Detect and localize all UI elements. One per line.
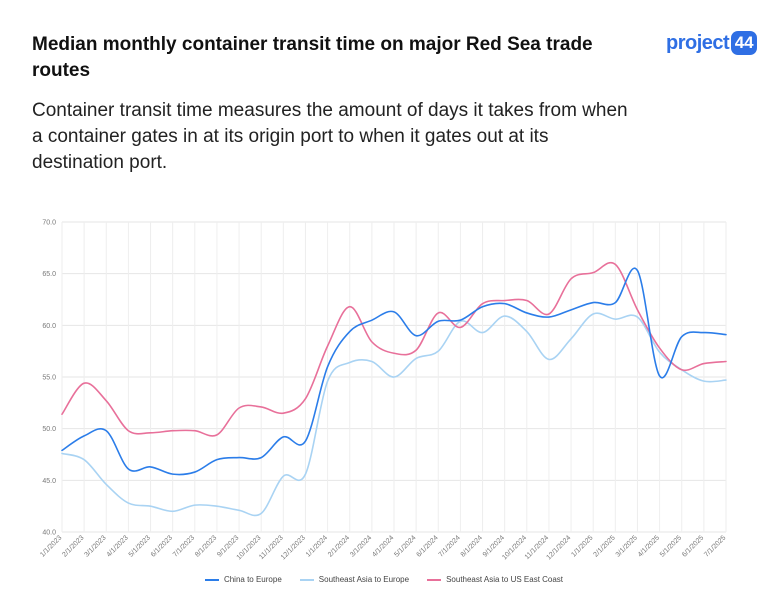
legend-item-china-to-europe: China to Europe <box>204 575 282 584</box>
x-tick-label: 3/1/2025 <box>615 534 639 558</box>
x-tick-label: 1/1/2024 <box>305 534 329 558</box>
legend-swatch <box>204 578 219 581</box>
x-tick-label: 2/1/2024 <box>327 534 351 558</box>
series-line-china-to-europe <box>61 267 727 476</box>
y-tick-label: 70.0 <box>42 220 56 227</box>
series-line-southeast-asia-to-europe <box>61 312 727 517</box>
x-tick-label: 12/1/2023 <box>280 534 307 561</box>
x-tick-label: 12/1/2024 <box>546 534 573 561</box>
x-tick-label: 1/1/2023 <box>39 534 63 558</box>
x-tick-label: 5/1/2023 <box>128 534 152 558</box>
x-tick-label: 3/1/2023 <box>83 534 107 558</box>
x-tick-label: 5/1/2025 <box>659 534 683 558</box>
chart-legend: China to Europe Southeast Asia to Europe S… <box>0 575 768 584</box>
chart-title: Median monthly container transit time on… <box>32 34 593 81</box>
x-tick-label: 6/1/2024 <box>415 534 439 558</box>
x-tick-label: 5/1/2024 <box>393 534 417 558</box>
chart-subtitle: Container transit time measures the amou… <box>32 100 628 173</box>
legend-item-southeast-asia-to-europe: Southeast Asia to Europe <box>299 575 410 584</box>
series-line-southeast-asia-to-us-east-coast <box>61 261 727 437</box>
x-tick-label: 8/1/2023 <box>194 534 218 558</box>
logo-text: project <box>666 32 730 54</box>
y-tick-label: 60.0 <box>42 323 56 330</box>
logo-badge: 44 <box>731 31 758 55</box>
legend-swatch <box>427 578 442 581</box>
legend-item-southeast-asia-to-us-east-coast: Southeast Asia to US East Coast <box>427 575 563 584</box>
x-tick-label: 7/1/2024 <box>438 534 462 558</box>
x-tick-label: 8/1/2024 <box>460 534 484 558</box>
x-tick-label: 4/1/2025 <box>637 534 661 558</box>
y-tick-label: 55.0 <box>42 375 56 382</box>
x-tick-label: 7/1/2025 <box>703 534 727 558</box>
y-tick-label: 45.0 <box>42 478 56 485</box>
project44-logo: project 44 <box>666 30 758 56</box>
y-tick-label: 65.0 <box>42 271 56 278</box>
legend-label: China to Europe <box>223 575 282 584</box>
x-tick-label: 4/1/2023 <box>106 534 130 558</box>
y-tick-label: 50.0 <box>42 426 56 433</box>
x-tick-label: 1/1/2025 <box>570 534 594 558</box>
legend-swatch <box>299 578 314 581</box>
x-tick-label: 6/1/2023 <box>150 534 174 558</box>
x-tick-label: 3/1/2024 <box>349 534 373 558</box>
x-tick-label: 6/1/2025 <box>681 534 705 558</box>
line-chart: 70.065.060.055.050.045.040.01/1/20232/1/… <box>39 220 727 562</box>
x-tick-label: 2/1/2025 <box>593 534 617 558</box>
legend-label: Southeast Asia to US East Coast <box>446 575 564 584</box>
x-tick-label: 4/1/2024 <box>371 534 395 558</box>
y-tick-label: 40.0 <box>42 530 56 537</box>
legend-label: Southeast Asia to Europe <box>318 575 410 584</box>
x-tick-label: 7/1/2023 <box>172 534 196 558</box>
x-tick-label: 2/1/2023 <box>61 534 85 558</box>
